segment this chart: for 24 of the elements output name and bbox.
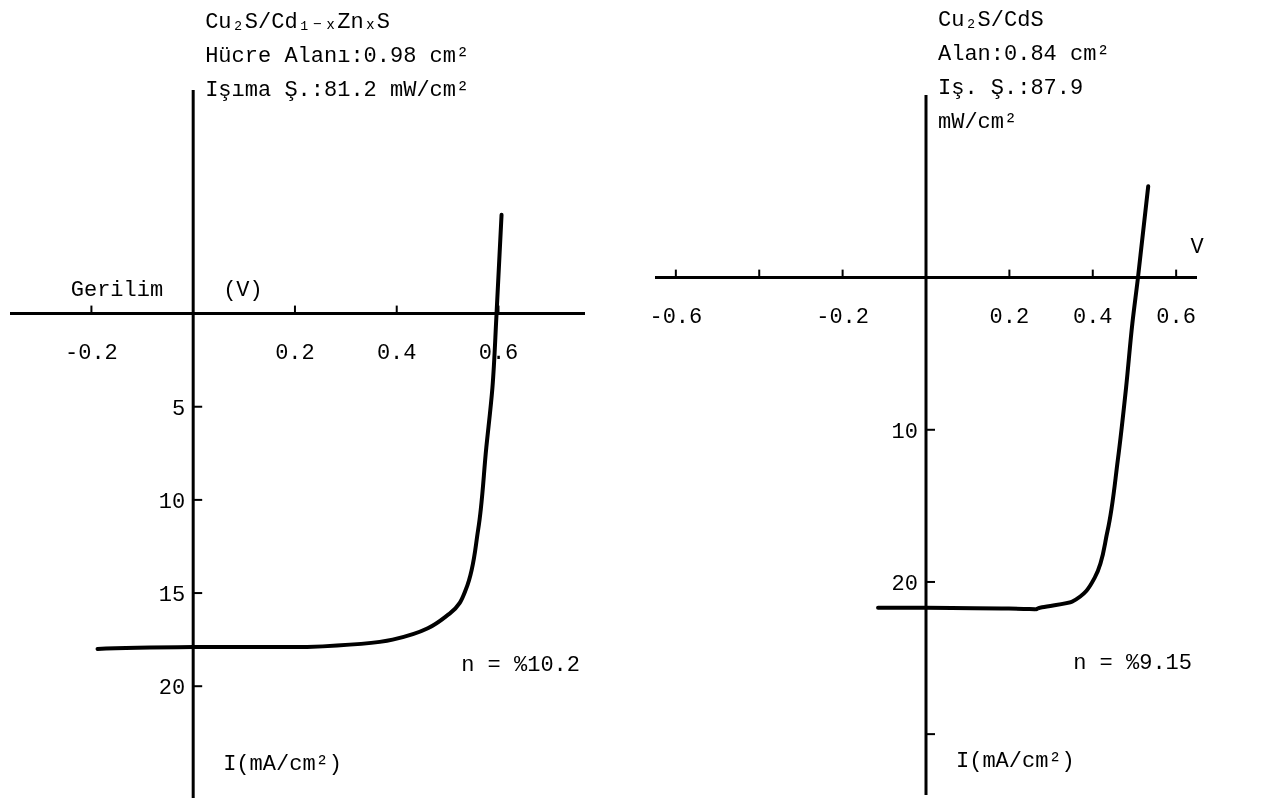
y-tick-label: 15 <box>158 583 186 609</box>
chart-title: Cu₂S/Cd₁₋ₓZnₓS <box>205 10 391 35</box>
y-tick-label: 10 <box>891 419 918 445</box>
y-tick-label: 20 <box>158 676 186 702</box>
y-tick-label: 5 <box>171 396 186 422</box>
x-tick-label: -0.2 <box>816 304 870 330</box>
x-tick-label: 0.2 <box>989 304 1030 330</box>
text: Gerilim (V) <box>70 277 263 303</box>
annotation: n = %10.2 <box>461 652 580 678</box>
chart-subtitle: Hücre Alanı:0.98 cm² Işıma Ş.:81.2 mW/cm² <box>205 44 470 103</box>
y-axis-title: I(mA/cm²) <box>956 749 1075 774</box>
y-axis-title: I(mA/cm²) <box>223 752 343 777</box>
chart-subtitle: Alan:0.84 cm² Iş. Ş.:87.9 mW/cm² <box>938 42 1110 135</box>
annotation: n = %9.15 <box>1073 651 1192 676</box>
y-tick-label: 10 <box>158 489 186 515</box>
chart-title: Cu₂S/CdS <box>938 8 1044 33</box>
x-tick-label: -0.6 <box>649 304 703 330</box>
x-tick-label: 0.2 <box>275 340 315 366</box>
x-tick-label: -0.2 <box>65 340 118 366</box>
x-tick-label: 0.4 <box>1072 304 1113 330</box>
x-tick-label: 0.4 <box>376 340 417 366</box>
y-tick-label: 20 <box>891 571 918 597</box>
x-tick-label: 0.6 <box>1156 304 1196 330</box>
x-axis-title: V <box>1190 234 1205 260</box>
